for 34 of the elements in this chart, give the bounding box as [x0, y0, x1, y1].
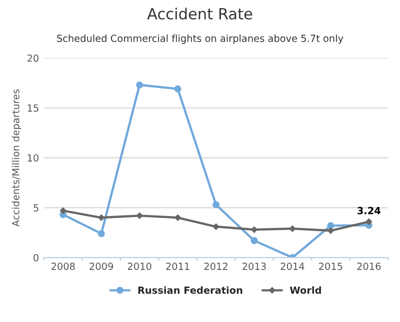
- x-tick-label: 2016: [357, 262, 381, 270]
- point: [250, 226, 258, 234]
- point: [60, 207, 67, 214]
- x-tick-label: 2008: [51, 262, 75, 270]
- y-tick-label: 0: [34, 254, 38, 262]
- x-tick-label: 2014: [280, 262, 304, 270]
- y-tick-label: 5: [34, 204, 38, 212]
- legend-label: Russian Federation: [138, 286, 242, 294]
- point: [212, 223, 220, 230]
- data-label: 3.24: [358, 206, 380, 214]
- point: [136, 212, 143, 220]
- point: [289, 225, 296, 232]
- point: [174, 85, 182, 92]
- point: [98, 214, 105, 222]
- legend-label: World: [290, 286, 321, 294]
- point: [174, 214, 182, 222]
- point: [212, 201, 220, 208]
- y-tick-label: 20: [27, 54, 38, 62]
- point: [250, 237, 258, 244]
- point: [98, 230, 105, 238]
- y-tick-label: 15: [28, 104, 38, 112]
- point: [365, 218, 372, 226]
- x-tick-label: 2013: [242, 262, 266, 270]
- point: [136, 81, 144, 88]
- chart-title: Accident Rate: [147, 8, 252, 20]
- y-tick-label: 10: [28, 154, 38, 162]
- x-tick-label: 2011: [166, 262, 190, 270]
- chart-subtitle: Scheduled Commercial flights on airplanes above 5.7t only: [57, 34, 344, 44]
- point: [327, 227, 334, 234]
- y-axis-title: Accidents/Million departures: [12, 89, 22, 227]
- x-tick-label: 2010: [128, 262, 152, 270]
- x-tick-label: 2012: [204, 262, 228, 270]
- x-tick-label: 2009: [90, 262, 114, 270]
- x-tick-label: 2015: [319, 262, 342, 270]
